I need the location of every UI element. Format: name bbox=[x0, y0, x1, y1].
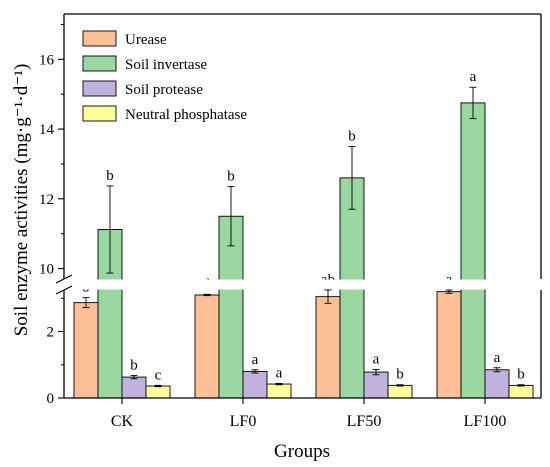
x-tick-label: LF0 bbox=[230, 413, 257, 430]
legend-label: Urease bbox=[125, 32, 167, 48]
axis-break-mark-lower bbox=[55, 285, 73, 295]
bar-ck-urease bbox=[73, 302, 99, 399]
legend-swatch bbox=[82, 80, 117, 97]
y-tick-label: 10 bbox=[39, 262, 54, 278]
bar-lf100-soil-protease bbox=[484, 369, 510, 399]
error-bars-layer bbox=[82, 86, 525, 388]
bar-lf0-soil-invertase bbox=[218, 215, 244, 399]
legend: Urease Soil invertase Soil protease Neutral… bbox=[82, 30, 247, 123]
bar-lf0-soil-protease bbox=[242, 370, 268, 399]
legend-label: Soil protease bbox=[125, 82, 203, 98]
significance-letter: a bbox=[494, 350, 501, 366]
significance-letter: c bbox=[155, 367, 162, 383]
axes-layer: 10 12 14 16 0 2 CK LF0 LF50 LF100 bbox=[39, 13, 542, 430]
x-tick-label: LF50 bbox=[347, 413, 382, 430]
significance-letter: a bbox=[373, 351, 380, 367]
x-tick-label: LF100 bbox=[464, 413, 507, 430]
y-tick-label: 14 bbox=[39, 122, 55, 138]
bars-layer bbox=[73, 102, 534, 399]
bar-lf0-neutral-phosphatase bbox=[266, 383, 292, 399]
x-tick-label: CK bbox=[111, 413, 134, 430]
y-axis-label: Soil enzyme activities (mg·g⁻¹·d⁻¹) bbox=[11, 64, 32, 337]
x-axis-label: Groups bbox=[274, 441, 330, 462]
bar-lf0-urease bbox=[194, 294, 220, 399]
legend-label: Neutral phosphatase bbox=[125, 107, 247, 123]
significance-letter: b bbox=[227, 169, 235, 185]
axis-break-mark-upper bbox=[55, 274, 73, 284]
bar-lf100-urease bbox=[436, 291, 462, 399]
legend-swatch bbox=[82, 105, 117, 122]
significance-letter: b bbox=[396, 367, 404, 383]
significance-letter: b bbox=[348, 129, 356, 145]
bar-lf100-soil-invertase bbox=[460, 102, 486, 399]
significance-letter: a bbox=[252, 352, 259, 368]
y-tick-label: 2 bbox=[47, 325, 55, 341]
bar-ck-soil-protease bbox=[121, 376, 147, 399]
bar-lf50-urease bbox=[315, 296, 341, 399]
significance-letter: a bbox=[470, 69, 477, 85]
significance-letter: a bbox=[276, 365, 283, 381]
bar-lf100-neutral-phosphatase bbox=[508, 384, 534, 399]
bar-lf50-soil-protease bbox=[363, 371, 389, 399]
legend-label: Soil invertase bbox=[125, 57, 207, 73]
bar-ck-neutral-phosphatase bbox=[145, 385, 171, 399]
significance-letter: b bbox=[106, 168, 114, 184]
axis-break-gap bbox=[52, 279, 541, 290]
legend-swatch bbox=[82, 55, 117, 72]
significance-letter: b bbox=[517, 367, 525, 383]
significance-letter: b bbox=[130, 357, 138, 373]
y-tick-label: 16 bbox=[39, 52, 55, 68]
y-tick-label: 12 bbox=[39, 192, 54, 208]
y-tick-label: 0 bbox=[47, 391, 55, 407]
bar-lf50-neutral-phosphatase bbox=[387, 384, 413, 399]
legend-swatch bbox=[82, 30, 117, 47]
